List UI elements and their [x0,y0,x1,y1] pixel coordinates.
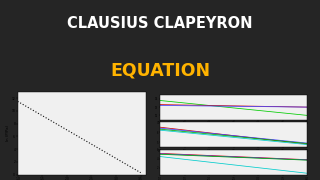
X-axis label: 1000/T [1/K]: 1000/T [1/K] [224,126,243,130]
Y-axis label: ln (P/Pa): ln (P/Pa) [6,125,10,141]
Text: CLAUSIUS CLAPEYRON: CLAUSIUS CLAPEYRON [67,16,253,31]
Text: EQUATION: EQUATION [110,61,210,79]
X-axis label: 1000/T [1/K]: 1000/T [1/K] [224,154,243,158]
